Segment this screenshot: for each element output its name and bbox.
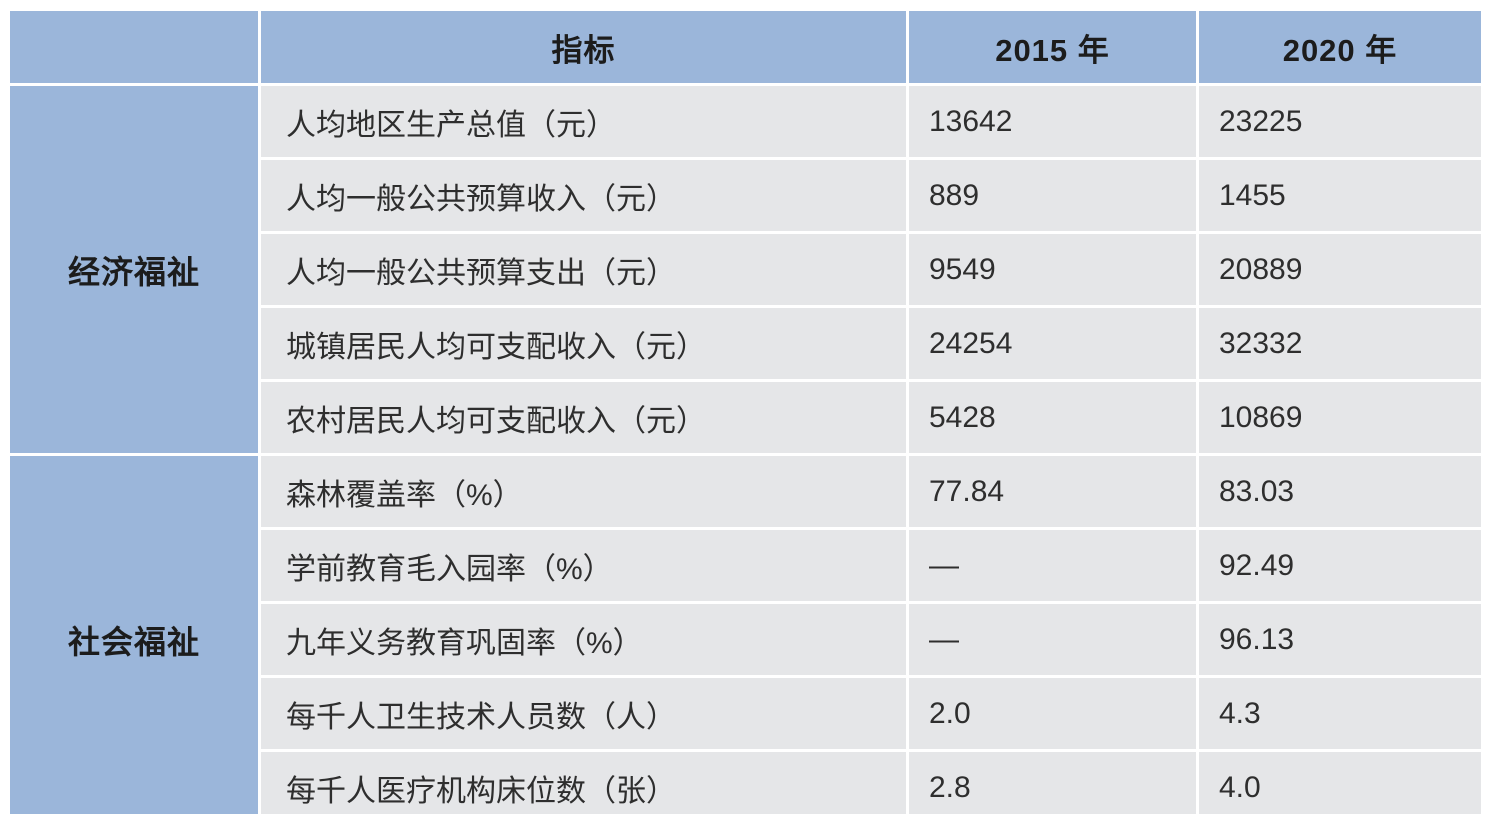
table-row: 农村居民人均可支配收入（元） 5428 10869 bbox=[10, 382, 1481, 453]
value-2015-cell: — bbox=[909, 530, 1196, 601]
indicator-cell: 学前教育毛入园率（%） bbox=[261, 530, 906, 601]
value-2015-cell: 5428 bbox=[909, 382, 1196, 453]
value-2020-cell: 4.3 bbox=[1199, 678, 1481, 749]
group-cell-social-welfare: 社会福祉 bbox=[10, 456, 258, 814]
value-2020-cell: 23225 bbox=[1199, 86, 1481, 157]
group-cell-economic-welfare: 经济福祉 bbox=[10, 86, 258, 453]
value-2020-cell: 83.03 bbox=[1199, 456, 1481, 527]
col-header-indicator: 指标 bbox=[261, 11, 906, 83]
table-row: 经济福祉 人均地区生产总值（元） 13642 23225 bbox=[10, 86, 1481, 453]
value-2015-cell: 889 bbox=[909, 160, 1196, 231]
table-row: 人均一般公共预算支出（元） 9549 20889 bbox=[10, 234, 1481, 305]
col-header-group bbox=[10, 11, 258, 83]
value-2020-cell: 4.0 bbox=[1199, 752, 1481, 814]
value-2020-cell: 32332 bbox=[1199, 308, 1481, 379]
value-2015-cell: 13642 bbox=[909, 86, 1196, 157]
table-row: 人均一般公共预算收入（元） 889 1455 bbox=[10, 160, 1481, 231]
table-row: 学前教育毛入园率（%） — 92.49 bbox=[10, 530, 1481, 601]
value-2020-cell: 96.13 bbox=[1199, 604, 1481, 675]
value-2015-cell: — bbox=[909, 604, 1196, 675]
welfare-indicators-table: 指标 2015 年 2020 年 经济福祉 人均地区生产总值（元） 13642 … bbox=[7, 8, 1484, 814]
table-row: 九年义务教育巩固率（%） — 96.13 bbox=[10, 604, 1481, 675]
indicator-cell: 森林覆盖率（%） bbox=[261, 456, 906, 527]
header-row: 指标 2015 年 2020 年 bbox=[10, 11, 1481, 83]
indicator-cell: 每千人卫生技术人员数（人） bbox=[261, 678, 906, 749]
value-2020-cell: 10869 bbox=[1199, 382, 1481, 453]
value-2020-cell: 20889 bbox=[1199, 234, 1481, 305]
value-2015-cell: 9549 bbox=[909, 234, 1196, 305]
indicator-cell: 人均地区生产总值（元） bbox=[261, 86, 906, 157]
col-header-2020: 2020 年 bbox=[1199, 11, 1481, 83]
value-2015-cell: 2.8 bbox=[909, 752, 1196, 814]
col-header-2015: 2015 年 bbox=[909, 11, 1196, 83]
indicator-cell: 农村居民人均可支配收入（元） bbox=[261, 382, 906, 453]
table-row: 社会福祉 森林覆盖率（%） 77.84 83.03 bbox=[10, 456, 1481, 814]
value-2015-cell: 24254 bbox=[909, 308, 1196, 379]
indicator-cell: 城镇居民人均可支配收入（元） bbox=[261, 308, 906, 379]
value-2015-cell: 77.84 bbox=[909, 456, 1196, 527]
table-row: 城镇居民人均可支配收入（元） 24254 32332 bbox=[10, 308, 1481, 379]
indicator-cell: 九年义务教育巩固率（%） bbox=[261, 604, 906, 675]
table-row: 每千人医疗机构床位数（张） 2.8 4.0 bbox=[10, 752, 1481, 814]
indicator-cell: 人均一般公共预算支出（元） bbox=[261, 234, 906, 305]
value-2020-cell: 92.49 bbox=[1199, 530, 1481, 601]
indicator-cell: 每千人医疗机构床位数（张） bbox=[261, 752, 906, 814]
value-2020-cell: 1455 bbox=[1199, 160, 1481, 231]
value-2015-cell: 2.0 bbox=[909, 678, 1196, 749]
indicator-cell: 人均一般公共预算收入（元） bbox=[261, 160, 906, 231]
table-row: 每千人卫生技术人员数（人） 2.0 4.3 bbox=[10, 678, 1481, 749]
